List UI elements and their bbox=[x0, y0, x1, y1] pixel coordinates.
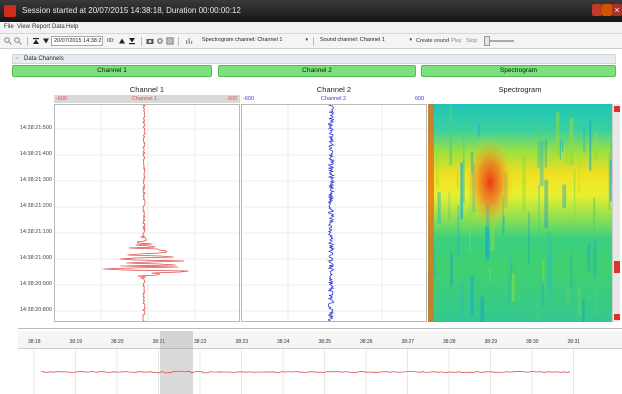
timeline-tick-label: 38:20 bbox=[111, 339, 124, 345]
first-frame-icon[interactable] bbox=[32, 37, 40, 45]
spectrogram-button[interactable]: Spectrogram bbox=[421, 65, 616, 77]
speed-label: 00: bbox=[107, 38, 115, 44]
timeline-tick-label: 38:31 bbox=[567, 339, 581, 345]
data-channels-header[interactable]: − Data Channels bbox=[12, 54, 616, 64]
channel-2-waveform bbox=[242, 105, 426, 321]
settings-icon[interactable] bbox=[156, 37, 164, 45]
toolbar-separator bbox=[27, 37, 28, 46]
stop-button[interactable]: Stop bbox=[466, 38, 478, 44]
spectrogram-icon bbox=[186, 38, 193, 44]
sound-channel-select[interactable]: Sound channel: Channel 1 ▾ bbox=[318, 36, 414, 46]
timeline-tick-label: 38:29 bbox=[484, 339, 498, 345]
time-axis-label: 14:38:20:900 bbox=[19, 281, 52, 287]
create-sound-button[interactable]: Create sound bbox=[416, 38, 450, 44]
time-axis-label: 14:38:21:300 bbox=[19, 177, 52, 183]
channel-1-waveform bbox=[55, 105, 239, 321]
time-axis-label: 14:38:21:100 bbox=[19, 229, 52, 235]
spectrogram-channel-value: Spectrogram channel: Channel 1 bbox=[202, 37, 283, 43]
spectrogram-heatmap bbox=[428, 104, 612, 322]
title-bar: Session started at 20/07/2015 14:38:18, … bbox=[0, 0, 622, 22]
volume-slider-track[interactable] bbox=[484, 40, 514, 42]
timeline-ruler: 38:18 38:19 38:20 38:21 38:22 38:23 38:24 38:25… bbox=[18, 331, 622, 349]
sound-channel-value: Sound channel: Channel 1 bbox=[320, 37, 385, 43]
time-axis-label: 14:38:20:800 bbox=[19, 307, 52, 313]
datetime-input[interactable]: 20/07/2015 14:38:21 bbox=[51, 36, 103, 46]
scroll-thumb[interactable] bbox=[614, 261, 620, 273]
spectrogram-channel-select[interactable]: Spectrogram channel: Channel 1 ▾ bbox=[200, 36, 310, 46]
timeline-tick-label: 38:27 bbox=[401, 339, 415, 345]
spectrogram-scrollbar[interactable] bbox=[612, 104, 620, 322]
menu-data[interactable]: Data bbox=[52, 24, 65, 30]
timeline-tick-label: 38:28 bbox=[443, 339, 456, 345]
channel-2-range-bar: -600 Channel 2 600 bbox=[241, 95, 427, 103]
time-axis-label: 14:38:21:000 bbox=[19, 255, 52, 261]
menu-bar: File View Report Data Help bbox=[0, 22, 622, 34]
app-logo-icon bbox=[4, 5, 16, 17]
timeline-selection[interactable] bbox=[160, 331, 193, 394]
play-button[interactable]: Play bbox=[451, 38, 462, 44]
channel-1-title: Channel 1 bbox=[129, 85, 165, 94]
range-min: -600 bbox=[56, 96, 68, 102]
timeline-tick-label: 38:18 bbox=[28, 339, 41, 345]
chevron-down-icon: ▾ bbox=[305, 37, 308, 43]
range-channel-name: Channel 1 bbox=[132, 96, 158, 102]
toolbar-separator bbox=[141, 37, 142, 46]
menu-help[interactable]: Help bbox=[66, 24, 79, 30]
timeline-tick-label: 38:19 bbox=[69, 339, 83, 345]
timeline-tick-label: 38:26 bbox=[360, 339, 373, 345]
timeline-tick-label: 38:24 bbox=[277, 339, 290, 345]
toolbar-separator bbox=[313, 37, 314, 46]
toolbar-separator bbox=[178, 37, 179, 46]
chevron-down-icon: ▾ bbox=[409, 37, 412, 43]
channel-2-title: Channel 2 bbox=[316, 85, 352, 94]
step-down-icon[interactable] bbox=[42, 37, 50, 45]
channel-1-range-bar: -600 Channel 1 600 bbox=[54, 95, 240, 103]
close-button[interactable]: × bbox=[612, 4, 622, 16]
menu-report[interactable]: Report bbox=[32, 24, 51, 30]
channel-1-button[interactable]: Channel 1 bbox=[12, 65, 212, 77]
channel-2-plot[interactable] bbox=[241, 104, 427, 322]
timeline-tick-label: 38:23 bbox=[235, 339, 249, 345]
timeline-overview[interactable]: 38:18 38:19 38:20 38:21 38:22 38:23 38:24 38:25… bbox=[18, 328, 622, 394]
scroll-down-icon[interactable] bbox=[614, 314, 620, 320]
range-channel-name: Channel 2 bbox=[321, 96, 347, 102]
range-max: 600 bbox=[228, 96, 238, 102]
last-frame-icon[interactable] bbox=[128, 37, 136, 45]
spectrogram-plot[interactable] bbox=[428, 104, 612, 322]
volume-slider-handle[interactable] bbox=[484, 36, 490, 46]
zoom-out-icon[interactable] bbox=[14, 37, 22, 45]
timeline-tick-label: 38:30 bbox=[526, 339, 539, 345]
toolbar: 20/07/2015 14:38:21 00: Spectrogram chan… bbox=[0, 34, 622, 49]
time-axis-label: 14:38:21:500 bbox=[19, 125, 52, 131]
timeline-tick-label: 38:21 bbox=[152, 339, 166, 345]
time-axis-label: 14:38:21:400 bbox=[19, 151, 52, 157]
timeline-tick-label: 38:22 bbox=[194, 339, 207, 345]
scroll-up-icon[interactable] bbox=[614, 106, 620, 112]
time-axis-label: 14:38:21:200 bbox=[19, 203, 52, 209]
export-icon[interactable] bbox=[166, 37, 174, 45]
spectrogram-title: Spectrogram bbox=[498, 85, 542, 94]
timeline-waveform bbox=[33, 349, 574, 394]
range-max: 600 bbox=[415, 96, 425, 102]
timeline-tick-label: 38:25 bbox=[318, 339, 332, 345]
menu-file[interactable]: File bbox=[4, 24, 14, 30]
window-title: Session started at 20/07/2015 14:38:18, … bbox=[22, 6, 241, 15]
camera-icon[interactable] bbox=[146, 37, 154, 45]
minimize-button[interactable] bbox=[592, 4, 602, 16]
channel-2-button[interactable]: Channel 2 bbox=[218, 65, 416, 77]
section-label: Data Channels bbox=[24, 56, 64, 62]
maximize-button[interactable] bbox=[602, 4, 612, 16]
range-min: -600 bbox=[243, 96, 255, 102]
collapse-icon[interactable]: − bbox=[15, 56, 19, 62]
channel-1-plot[interactable] bbox=[54, 104, 240, 322]
step-up-icon[interactable] bbox=[118, 37, 126, 45]
zoom-in-icon[interactable] bbox=[4, 37, 12, 45]
menu-view[interactable]: View bbox=[17, 24, 30, 30]
